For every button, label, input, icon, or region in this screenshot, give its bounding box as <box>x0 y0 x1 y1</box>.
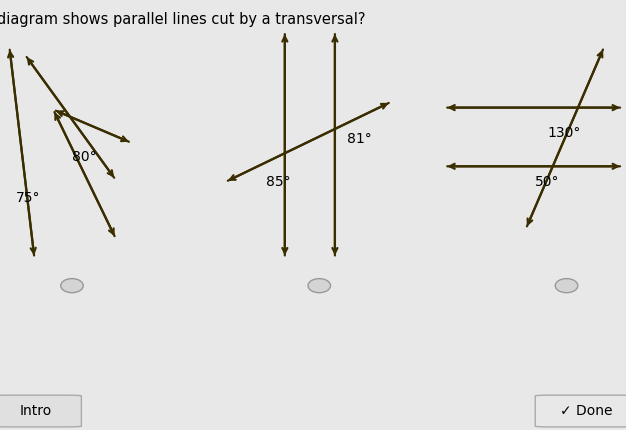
Text: 130°: 130° <box>548 126 581 140</box>
Text: ✓ Done: ✓ Done <box>560 404 613 418</box>
Text: 75°: 75° <box>16 190 40 205</box>
FancyBboxPatch shape <box>535 395 626 427</box>
Text: 80°: 80° <box>72 150 96 163</box>
Text: 85°: 85° <box>266 175 290 189</box>
Text: 81°: 81° <box>347 132 372 146</box>
Circle shape <box>61 279 83 293</box>
Text: diagram shows parallel lines cut by a transversal?: diagram shows parallel lines cut by a tr… <box>0 12 366 27</box>
Circle shape <box>308 279 331 293</box>
FancyBboxPatch shape <box>0 395 81 427</box>
Circle shape <box>555 279 578 293</box>
Text: 50°: 50° <box>535 175 560 189</box>
Text: Intro: Intro <box>19 404 52 418</box>
